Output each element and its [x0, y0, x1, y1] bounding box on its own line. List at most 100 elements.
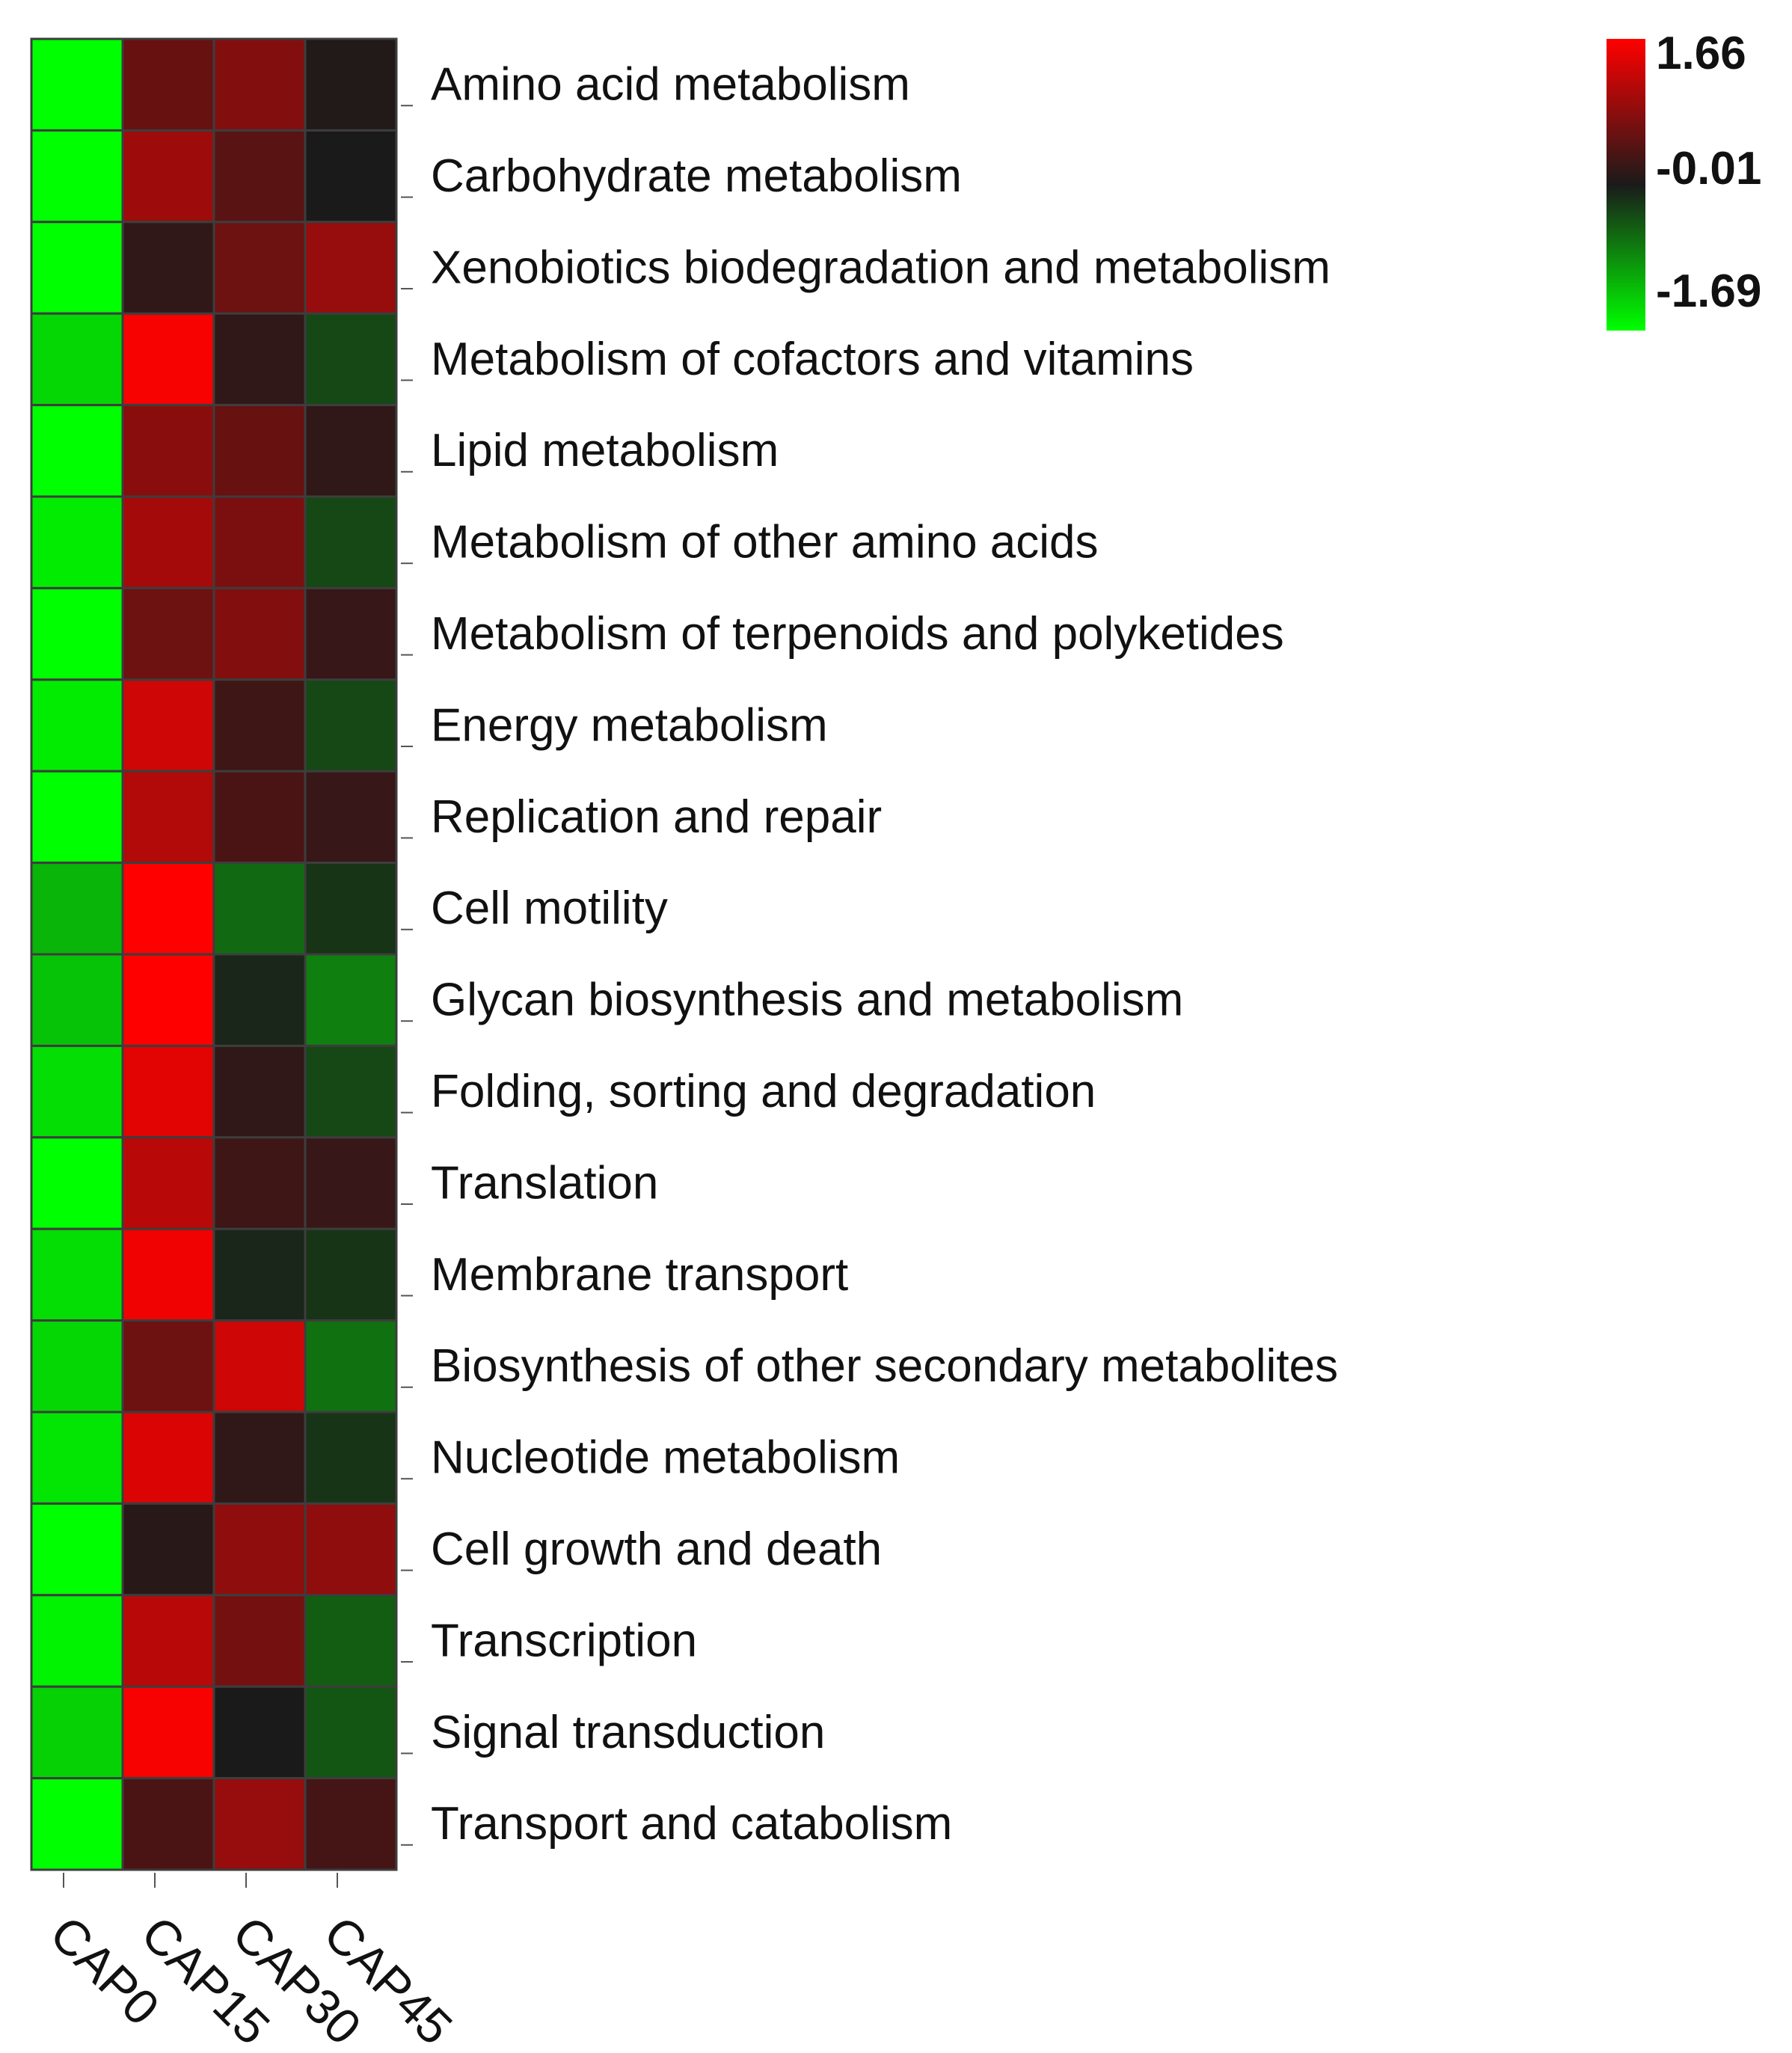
row-label: Folding, sorting and degradation — [431, 1066, 1096, 1117]
heatmap-cell — [30, 1044, 124, 1139]
heatmap-cell — [212, 678, 307, 773]
heatmap-cell — [212, 1777, 307, 1871]
heatmap-cell — [121, 1319, 215, 1414]
row-label: Energy metabolism — [431, 699, 828, 751]
heatmap-cell — [30, 1777, 124, 1871]
heatmap-cell — [30, 678, 124, 773]
legend-mid-label: -0.01 — [1656, 143, 1761, 194]
heatmap-cell — [121, 1227, 215, 1322]
heatmap-cell — [304, 221, 398, 315]
legend-max-label: 1.66 — [1656, 28, 1746, 79]
heatmap-cell — [304, 1227, 398, 1322]
heatmap-cell — [121, 37, 215, 132]
heatmap-cell — [30, 312, 124, 407]
heatmap-cell — [30, 862, 124, 956]
heatmap-cell — [121, 312, 215, 407]
row-label: Biosynthesis of other secondary metaboli… — [431, 1340, 1338, 1392]
row-label: Glycan biosynthesis and metabolism — [431, 975, 1183, 1026]
heatmap-cell — [30, 495, 124, 589]
heatmap-cell — [30, 1319, 124, 1414]
row-label: Metabolism of terpenoids and polyketides — [431, 608, 1284, 660]
row-label: Xenobiotics biodegradation and metabolis… — [431, 242, 1331, 293]
row-labels: Amino acid metabolism Carbohydrate metabo… — [431, 59, 1338, 1850]
row-label: Translation — [431, 1157, 658, 1209]
heatmap-cell — [212, 129, 307, 224]
heatmap-cell — [30, 1411, 124, 1505]
heatmap-cell — [121, 586, 215, 681]
heatmap-cells — [30, 37, 398, 1871]
heatmap-cell — [304, 678, 398, 773]
heatmap-cell — [212, 1685, 307, 1780]
heatmap-cell — [304, 1044, 398, 1139]
heatmap-cell — [304, 1594, 398, 1688]
heatmap-cell — [212, 37, 307, 132]
heatmap-cell — [30, 586, 124, 681]
heatmap-cell — [304, 953, 398, 1047]
heatmap-cell — [212, 1044, 307, 1139]
heatmap-cell — [30, 953, 124, 1047]
heatmap-cell — [121, 862, 215, 956]
heatmap-cell — [212, 495, 307, 589]
heatmap-cell — [304, 862, 398, 956]
heatmap-cell — [30, 770, 124, 865]
heatmap-cell — [30, 1502, 124, 1597]
heatmap-cell — [212, 953, 307, 1047]
row-label: Transcription — [431, 1615, 697, 1666]
row-label: Lipid metabolism — [431, 425, 779, 476]
heatmap-cell — [121, 1411, 215, 1505]
heatmap-cell — [121, 678, 215, 773]
heatmap-cell — [304, 1685, 398, 1780]
heatmap-cell — [212, 1411, 307, 1505]
heatmap-cell — [304, 1777, 398, 1871]
heatmap-cell — [121, 1502, 215, 1597]
heatmap-cell — [121, 129, 215, 224]
heatmap-cell — [212, 1502, 307, 1597]
heatmap-cell — [304, 312, 398, 407]
row-label: Cell motility — [431, 883, 668, 934]
legend-color-bar — [1607, 39, 1645, 331]
heatmap-cell — [304, 495, 398, 589]
heatmap-cell — [121, 404, 215, 498]
heatmap-cell — [212, 1594, 307, 1688]
heatmap-cell — [121, 1777, 215, 1871]
heatmap-cell — [30, 129, 124, 224]
row-label: Carbohydrate metabolism — [431, 150, 962, 202]
heatmap-cell — [121, 221, 215, 315]
heatmap-cell — [212, 1319, 307, 1414]
heatmap-cell — [212, 862, 307, 956]
heatmap-cell — [212, 312, 307, 407]
row-label: Metabolism of other amino acids — [431, 517, 1099, 568]
heatmap-cell — [121, 953, 215, 1047]
heatmap-cell — [304, 770, 398, 865]
heatmap-cell — [212, 586, 307, 681]
row-label: Metabolism of cofactors and vitamins — [431, 334, 1194, 385]
heatmap-cell — [304, 1319, 398, 1414]
heatmap-cell — [304, 586, 398, 681]
heatmap-cell — [212, 404, 307, 498]
row-label: Amino acid metabolism — [431, 59, 910, 111]
heatmap-cell — [212, 770, 307, 865]
heatmap-cell — [121, 770, 215, 865]
row-label: Replication and repair — [431, 791, 882, 843]
row-ticks — [401, 105, 413, 1846]
row-label: Signal transduction — [431, 1707, 825, 1758]
column-ticks — [63, 1873, 338, 1888]
heatmap-cell — [121, 1685, 215, 1780]
row-label: Cell growth and death — [431, 1523, 882, 1575]
heatmap-cell — [30, 221, 124, 315]
heatmap-cell — [30, 1227, 124, 1322]
row-label: Membrane transport — [431, 1249, 848, 1301]
row-label: Transport and catabolism — [431, 1798, 952, 1850]
heatmap-cell — [304, 129, 398, 224]
heatmap-cell — [121, 1044, 215, 1139]
heatmap-cell — [304, 1411, 398, 1505]
heatmap-cell — [304, 1136, 398, 1230]
heatmap-cell — [121, 1594, 215, 1688]
heatmap-cell — [304, 1502, 398, 1597]
heatmap-cell — [212, 1136, 307, 1230]
heatmap-cell — [212, 1227, 307, 1322]
heatmap-cell — [212, 221, 307, 315]
row-label: Nucleotide metabolism — [431, 1432, 900, 1484]
heatmap-cell — [30, 1594, 124, 1688]
